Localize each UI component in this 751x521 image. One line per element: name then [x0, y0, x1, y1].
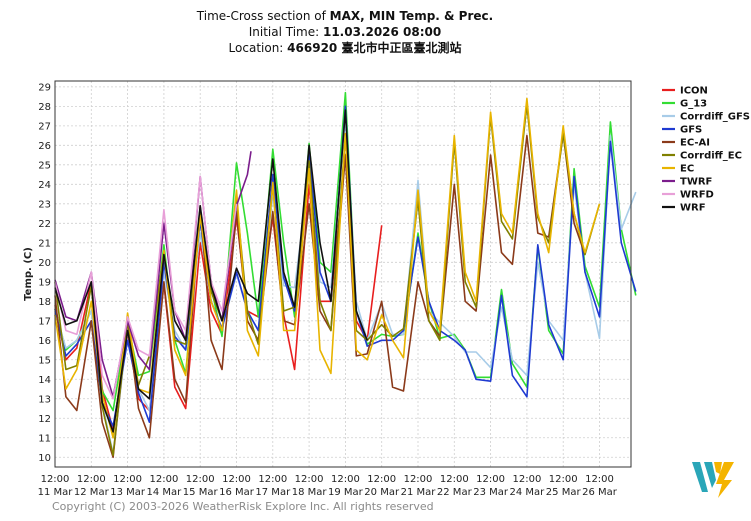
- x-tick-label-time: 12:00: [113, 474, 142, 485]
- x-tick-label-date: 18 Mar: [292, 487, 328, 498]
- y-tick-label: 22: [38, 219, 51, 230]
- x-tick-label-date: 11 Mar: [38, 487, 74, 498]
- x-tick-label-time: 12:00: [512, 474, 541, 485]
- plot-frame: [54, 80, 632, 468]
- title-line-3: Location: 466920 臺北市中正區臺北測站: [228, 41, 462, 55]
- x-tick-label-time: 12:00: [367, 474, 396, 485]
- y-tick-label: 11: [38, 433, 51, 444]
- series-line-gfs: [54, 105, 637, 427]
- x-tick-label-time: 12:00: [585, 474, 614, 485]
- y-tick-label: 23: [38, 199, 51, 210]
- x-tick-label-date: 16 Mar: [219, 487, 255, 498]
- y-axis-label: Temp. (C): [23, 247, 34, 301]
- legend-label: EC: [680, 164, 694, 175]
- y-tick-label: 16: [38, 336, 51, 347]
- series-line-corrdiff-ec: [54, 103, 601, 457]
- series-line-ec-ai: [54, 132, 586, 459]
- x-tick-label-date: 19 Mar: [328, 487, 364, 498]
- legend-label: WRF: [680, 203, 706, 214]
- legend-label: Corrdiff_EC: [680, 151, 742, 162]
- x-tick-label-time: 12:00: [440, 474, 469, 485]
- x-tick-label-date: 13 Mar: [110, 487, 146, 498]
- y-tick-label: 29: [38, 82, 51, 93]
- x-tick-label-date: 25 Mar: [546, 487, 582, 498]
- y-tick-label: 14: [38, 375, 51, 386]
- y-tick-label: 24: [38, 180, 51, 191]
- y-tick-label: 15: [38, 355, 51, 366]
- y-tick-label: 20: [38, 258, 51, 269]
- weatherrisk-logo: [692, 462, 734, 498]
- copyright-notice: Copyright (C) 2003-2026 WeatherRisk Expl…: [52, 500, 434, 513]
- title-line-1: Time-Cross section of MAX, MIN Temp. & P…: [196, 9, 494, 23]
- x-tick-label-time: 12:00: [331, 474, 360, 485]
- y-tick-label: 10: [38, 453, 51, 464]
- x-tick-label-time: 12:00: [295, 474, 324, 485]
- x-tick-label-date: 15 Mar: [183, 487, 219, 498]
- x-tick-label-date: 24 Mar: [510, 487, 546, 498]
- y-tick-label: 18: [38, 297, 51, 308]
- x-tick-label-date: 17 Mar: [255, 487, 291, 498]
- title-line-2: Initial Time: 11.03.2026 08:00: [248, 25, 442, 39]
- chart-title-block: Time-Cross section of MAX, MIN Temp. & P…: [0, 8, 690, 56]
- y-tick-label: 25: [38, 160, 51, 171]
- x-tick-label-time: 12:00: [149, 474, 178, 485]
- x-tick-label-time: 12:00: [404, 474, 433, 485]
- y-tick-label: 12: [38, 414, 51, 425]
- series-line-wrf: [54, 109, 368, 433]
- x-tick-label-date: 26 Mar: [582, 487, 618, 498]
- y-tick-label: 13: [38, 394, 51, 405]
- y-tick-label: 28: [38, 102, 51, 113]
- y-tick-label: 21: [38, 238, 51, 249]
- legend-label: WRFD: [680, 190, 714, 201]
- x-tick-label-date: 14 Mar: [147, 487, 183, 498]
- legend-label: EC-AI: [680, 138, 710, 149]
- legend-label: Corrdiff_GFS: [680, 112, 750, 123]
- x-tick-label-date: 20 Mar: [364, 487, 400, 498]
- x-tick-label-time: 12:00: [186, 474, 215, 485]
- y-tick-label: 26: [38, 141, 51, 152]
- series-line-ec: [54, 97, 601, 439]
- y-tick-label: 17: [38, 316, 51, 327]
- legend: ICON G_13 Corrdiff_GFS GFS EC-AI Corrdiff_EC E…: [662, 86, 750, 214]
- temperature-chart: 10 11 12 13 14 15 16 17 18 19 20 21 22 23 24 25 26 27 28 29…: [23, 80, 750, 498]
- x-tick-label-time: 12:00: [77, 474, 106, 485]
- x-tick-label-date: 21 Mar: [401, 487, 437, 498]
- y-tick-label: 27: [38, 121, 51, 132]
- legend-label: G_13: [680, 99, 707, 110]
- x-tick-label-date: 12 Mar: [74, 487, 110, 498]
- x-tick-label-date: 23 Mar: [473, 487, 509, 498]
- x-tick-label-time: 12:00: [41, 474, 70, 485]
- x-tick-label-date: 22 Mar: [437, 487, 473, 498]
- y-tick-label: 19: [38, 277, 51, 288]
- series-line-icon: [54, 154, 383, 431]
- legend-label: ICON: [680, 86, 708, 97]
- x-tick-label-time: 12:00: [549, 474, 578, 485]
- legend-label: GFS: [680, 125, 702, 136]
- x-tick-label-time: 12:00: [222, 474, 251, 485]
- x-tick-label-time: 12:00: [258, 474, 287, 485]
- legend-label: TWRF: [680, 177, 712, 188]
- x-tick-label-time: 12:00: [476, 474, 505, 485]
